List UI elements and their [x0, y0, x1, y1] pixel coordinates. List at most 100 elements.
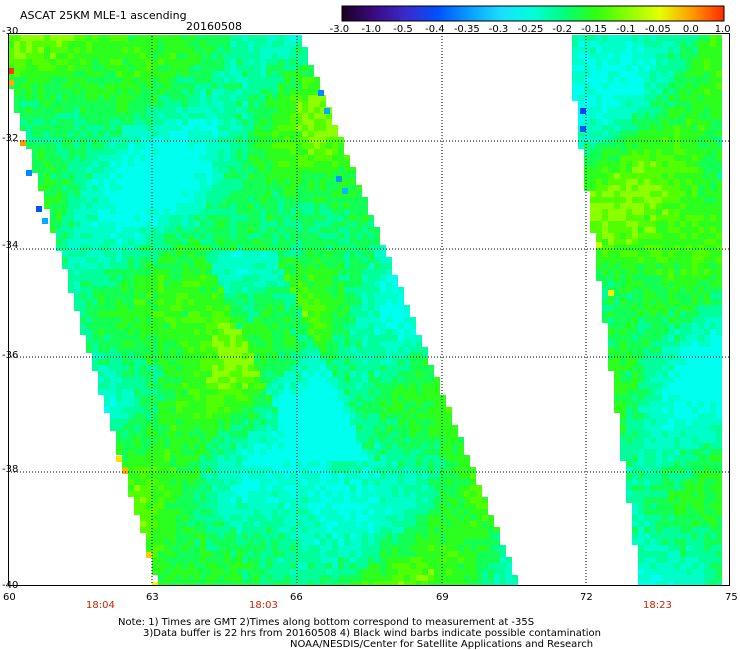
swath-cell [248, 227, 254, 233]
colorbar-label: -0.1 [616, 24, 636, 35]
swath-cell [116, 287, 122, 293]
swath-cell [290, 275, 296, 281]
swath-cell [224, 239, 230, 245]
swath-cell [428, 461, 434, 467]
swath-cell [212, 257, 218, 263]
swath-cell [158, 425, 164, 431]
swath-cell [260, 347, 266, 353]
swath-cell [392, 383, 398, 389]
swath-cell [410, 491, 416, 497]
swath-cell [212, 389, 218, 395]
swath-cell [266, 401, 272, 407]
swath-cell [398, 431, 404, 437]
swath-cell [230, 323, 236, 329]
swath-cell [176, 557, 182, 563]
swath-cell [152, 461, 158, 467]
swath-cell [56, 71, 62, 77]
swath-cell [314, 251, 320, 257]
swath-cell [212, 311, 218, 317]
swath-cell [422, 551, 428, 557]
swath-cell [164, 77, 170, 83]
swath-cell [278, 443, 284, 449]
swath-cell [314, 167, 320, 173]
swath-cell [134, 419, 140, 425]
swath-cell [170, 563, 176, 569]
swath-cell [380, 419, 386, 425]
swath-cell [206, 305, 212, 311]
swath-cell [62, 149, 68, 155]
swath-cell [86, 107, 92, 113]
swath-cell [284, 113, 290, 119]
swath-cell [50, 107, 56, 113]
swath-cell [194, 137, 200, 143]
swath-cell [98, 77, 104, 83]
swath-cell [230, 119, 236, 125]
swath-cell [362, 359, 368, 365]
swath-cell [362, 479, 368, 485]
swath-cell [296, 47, 302, 53]
swath-cell [248, 131, 254, 137]
swath-cell [362, 383, 368, 389]
swath-cell [50, 155, 56, 161]
swath-cell [92, 77, 98, 83]
swath-cell [284, 191, 290, 197]
swath-cell [200, 131, 206, 137]
swath-cell [122, 425, 128, 431]
swath-cell [194, 95, 200, 101]
swath-cell [314, 359, 320, 365]
swath-cell [278, 251, 284, 257]
swath-cell [434, 545, 440, 551]
swath-cell [446, 431, 452, 437]
swath-cell [362, 365, 368, 371]
swath-cell [386, 443, 392, 449]
swath-cell [254, 245, 260, 251]
swath-cell [194, 149, 200, 155]
swath-cell [356, 527, 362, 533]
swath-cell [254, 83, 260, 89]
swath-cell [206, 527, 212, 533]
swath-cell [248, 449, 254, 455]
swath-cell [182, 173, 188, 179]
swath-cell [416, 407, 422, 413]
swath-cell [326, 497, 332, 503]
swath-cell [80, 191, 86, 197]
swath-cell [380, 329, 386, 335]
swath-cell [278, 509, 284, 515]
swath-cell [290, 431, 296, 437]
swath-cell [182, 371, 188, 377]
swath-cell [296, 143, 302, 149]
swath-cell [296, 167, 302, 173]
swath-cell [254, 539, 260, 545]
swath-cell [146, 233, 152, 239]
swath-cell [308, 71, 314, 77]
swath-cell [392, 317, 398, 323]
swath-cell [212, 377, 218, 383]
swath-cell [236, 113, 242, 119]
swath-cell [116, 209, 122, 215]
swath-cell [170, 41, 176, 47]
swath-cell [44, 77, 50, 83]
swath-cell [188, 347, 194, 353]
swath-cell [176, 197, 182, 203]
swath-cell [266, 407, 272, 413]
swath-cell [260, 443, 266, 449]
swath-cell [320, 179, 326, 185]
swath-cell [152, 569, 158, 575]
swath-cell [170, 185, 176, 191]
swath-cell [224, 83, 230, 89]
swath-cell [212, 227, 218, 233]
swath-cell [212, 113, 218, 119]
swath-cell [350, 557, 356, 563]
swath-cell [308, 347, 314, 353]
swath-cell [116, 413, 122, 419]
swath-cell [260, 521, 266, 527]
swath-cell [206, 473, 212, 479]
swath-cell [290, 419, 296, 425]
swath-cell [278, 95, 284, 101]
swath-cell [434, 377, 440, 383]
swath-cell [260, 53, 266, 59]
swath-cell [212, 449, 218, 455]
swath-cell [62, 83, 68, 89]
swath-cell [320, 299, 326, 305]
swath-cell [422, 563, 428, 569]
